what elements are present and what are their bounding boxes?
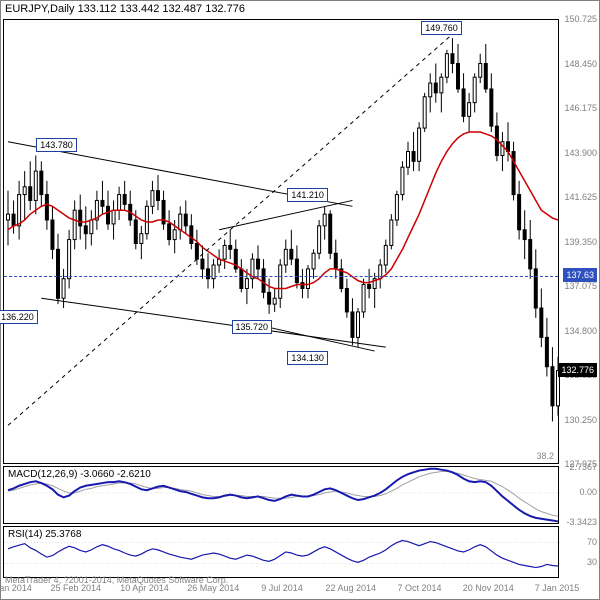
price-annotation: 141.210 <box>287 188 328 202</box>
price-annotation: 136.220 <box>0 310 38 324</box>
x-axis-labels: 10 Jan 201425 Feb 201410 Apr 201426 May … <box>1 583 559 597</box>
reference-price-box: 137.63 <box>563 268 597 282</box>
rsi-svg <box>4 527 562 579</box>
reference-line <box>4 276 558 277</box>
x-tick-label: 22 Aug 2014 <box>325 583 376 593</box>
chart-container: EURJPY,Daily 133.112 133.442 132.487 132… <box>0 0 600 600</box>
price-annotation: 134.130 <box>287 351 328 365</box>
price-panel[interactable]: 143.780 136.220 141.210 135.720 134.130 149.7… <box>3 19 559 464</box>
price-chart-svg <box>4 20 562 465</box>
symbol-label: EURJPY,Daily <box>5 3 75 15</box>
footer-text: MetaTrader 4, ?2001-2014, MetaQuotes Sof… <box>5 575 228 585</box>
price-y-axis: 127.975130.250132.525134.800137.075139.3… <box>559 19 599 464</box>
price-annotation: 135.720 <box>232 320 273 334</box>
x-tick-label: 20 Nov 2014 <box>463 583 514 593</box>
rsi-panel[interactable]: RSI(14) 25.3768 <box>3 526 559 578</box>
x-tick-label: 7 Jan 2015 <box>535 583 580 593</box>
ohlc-label: 133.112 133.442 132.487 132.776 <box>78 3 245 15</box>
macd-y-axis: -3.34230.002.7367 <box>559 466 599 524</box>
chart-title: EURJPY,Daily 133.112 133.442 132.487 132… <box>5 3 245 15</box>
price-annotation: 143.780 <box>36 138 77 152</box>
fib-label: 38.2 <box>536 451 554 461</box>
rsi-label: RSI(14) 25.3768 <box>8 529 81 540</box>
macd-label: MACD(12,26,9) -3.0660 -2.6210 <box>8 469 151 480</box>
macd-panel[interactable]: MACD(12,26,9) -3.0660 -2.6210 <box>3 466 559 524</box>
rsi-y-axis: 3070 <box>559 526 599 578</box>
x-tick-label: 9 Jul 2014 <box>261 583 303 593</box>
x-tick-label: 7 Oct 2014 <box>397 583 441 593</box>
current-price-box: 132.776 <box>558 363 597 377</box>
price-annotation: 149.760 <box>421 21 462 35</box>
